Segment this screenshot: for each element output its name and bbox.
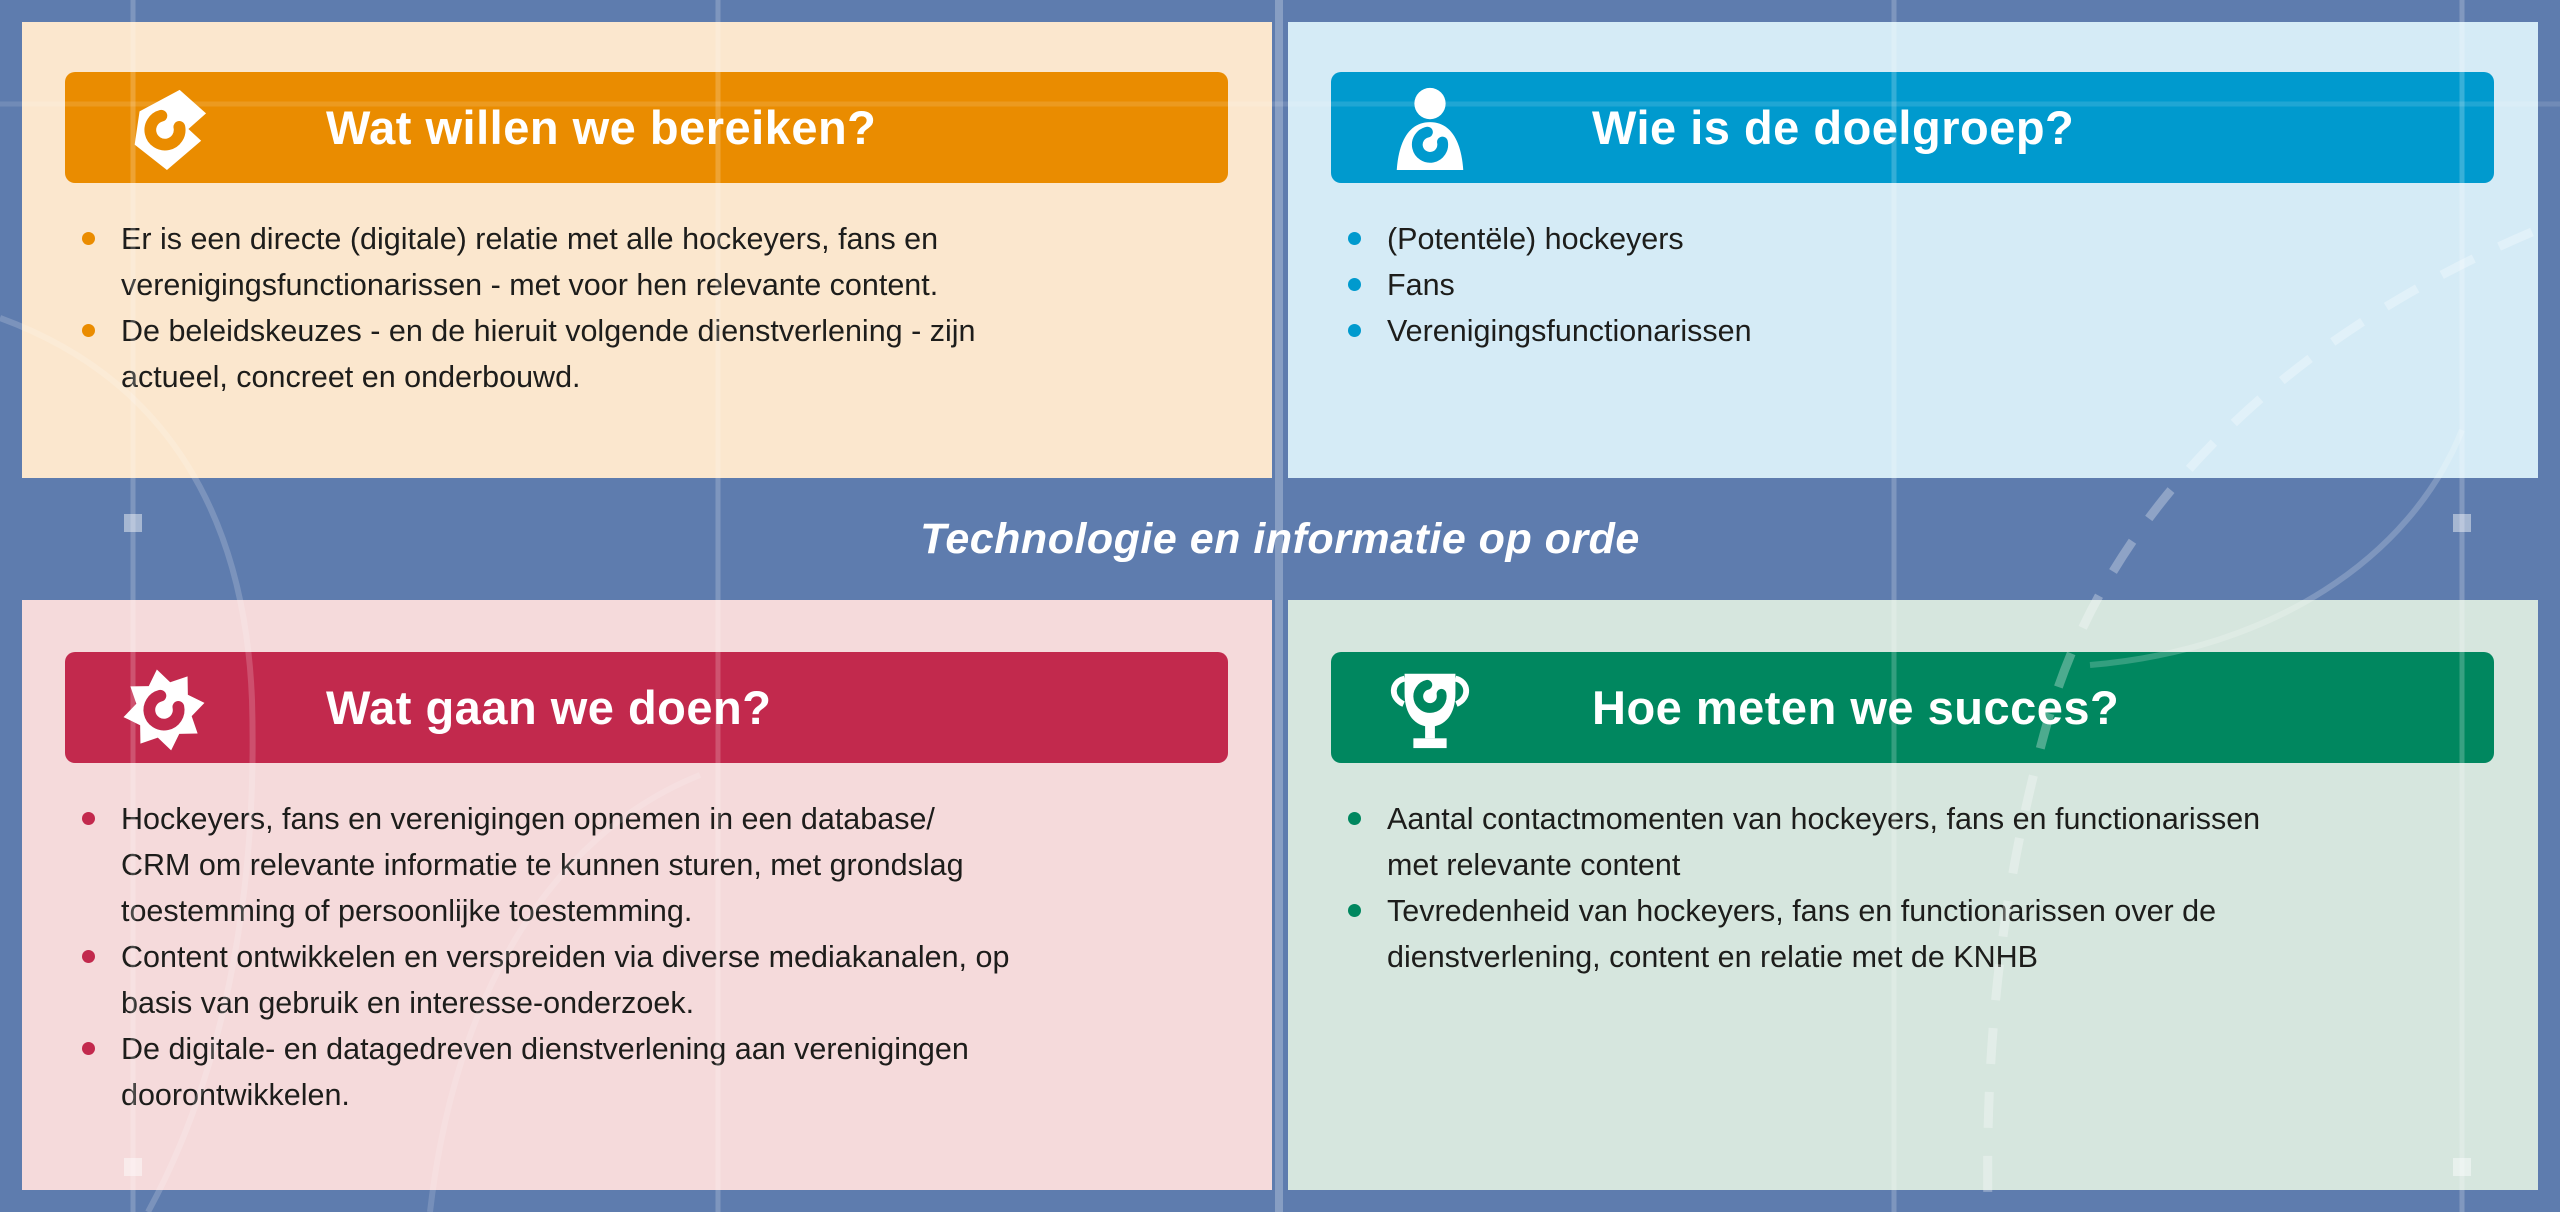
list-item: De beleidskeuzes - en de hieruit volgend… [79,308,1231,400]
list-item: Content ontwikkelen en verspreiden via d… [79,934,1231,1026]
quadrant-doelgroep-header: Wie is de doelgroep? [1331,72,2494,183]
knhb-star-icon [120,664,208,752]
list-item: Fans [1345,262,2497,308]
middle-band: Technologie en informatie op orde [22,478,2538,600]
quadrant-title: Wie is de doelgroep? [1592,101,2075,154]
quadrant-succes-list: Aantal contactmomenten van hockeyers, fa… [1345,796,2498,980]
list-item: Er is een directe (digitale) relatie met… [79,216,1231,308]
quadrant-bereiken: Wat willen we bereiken? Er is een direct… [22,22,1272,478]
list-item: Verenigingsfunctionarissen [1345,308,2497,354]
quadrant-doen-header: Wat gaan we doen? [65,652,1228,763]
list-item: Tevredenheid van hockeyers, fans en func… [1345,888,2497,980]
person-icon [1386,84,1474,172]
quadrant-doelgroep-list: (Potentële) hockeyers Fans Verenigingsfu… [1345,216,2498,354]
quadrant-succes-header: Hoe meten we succes? [1331,652,2494,763]
quadrant-doen-list: Hockeyers, fans en verenigingen opnemen … [79,796,1232,1118]
quadrant-doen: Wat gaan we doen? Hockeyers, fans en ver… [22,600,1272,1190]
quadrant-title: Wat willen we bereiken? [326,101,877,154]
quadrant-bereiken-list: Er is een directe (digitale) relatie met… [79,216,1232,400]
quadrant-title: Wat gaan we doen? [326,681,772,734]
trophy-icon [1386,664,1474,752]
list-item: Hockeyers, fans en verenigingen opnemen … [79,796,1231,934]
quadrant-doelgroep: Wie is de doelgroep? (Potentële) hockeye… [1288,22,2538,478]
middle-title: Technologie en informatie op orde [920,514,1640,563]
quadrant-title: Hoe meten we succes? [1592,681,2120,734]
quadrant-bereiken-header: Wat willen we bereiken? [65,72,1228,183]
knhb-flag-icon [120,84,208,172]
quadrant-succes: Hoe meten we succes? Aantal contactmomen… [1288,600,2538,1190]
list-item: Aantal contactmomenten van hockeyers, fa… [1345,796,2497,888]
list-item: De digitale- en datagedreven dienstverle… [79,1026,1231,1118]
list-item: (Potentële) hockeyers [1345,216,2497,262]
